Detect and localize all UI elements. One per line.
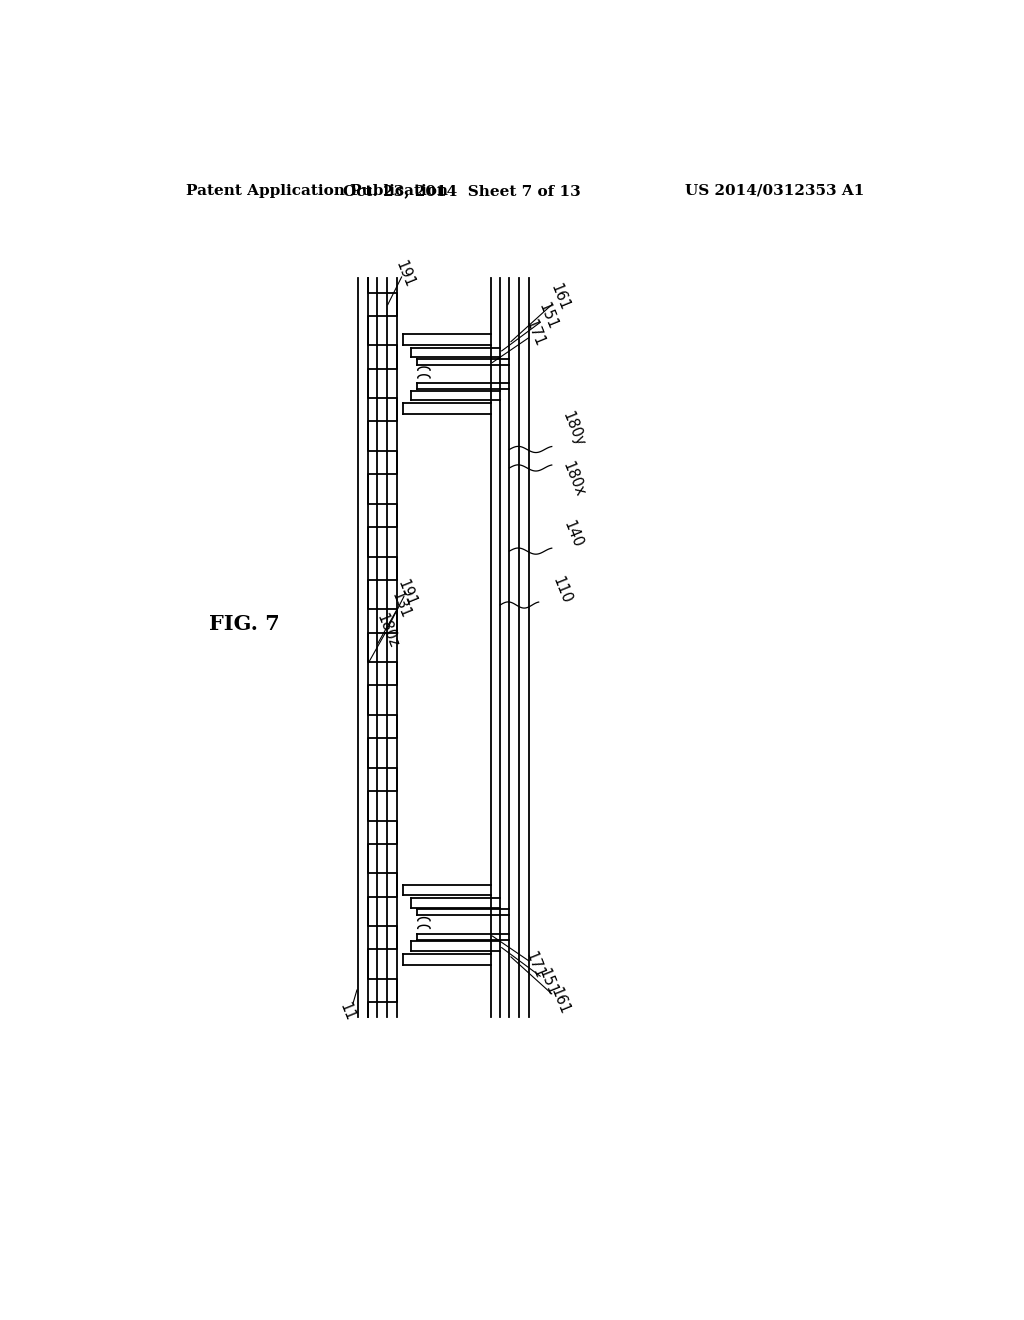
Text: US 2014/0312353 A1: US 2014/0312353 A1 xyxy=(685,183,864,198)
Text: 140: 140 xyxy=(561,519,586,550)
Text: 180x: 180x xyxy=(559,459,587,499)
Text: 191: 191 xyxy=(395,578,419,609)
Text: 180y: 180y xyxy=(559,411,587,449)
Text: 161: 161 xyxy=(547,986,571,1018)
Text: FIG. 7: FIG. 7 xyxy=(209,614,280,634)
Text: 11: 11 xyxy=(337,1001,357,1023)
Text: 171: 171 xyxy=(522,949,547,981)
Text: 191: 191 xyxy=(392,259,417,289)
Text: 180z: 180z xyxy=(374,611,401,649)
Text: 131: 131 xyxy=(389,590,413,620)
Text: 110: 110 xyxy=(550,574,573,606)
Text: Oct. 23, 2014  Sheet 7 of 13: Oct. 23, 2014 Sheet 7 of 13 xyxy=(343,183,581,198)
Text: Patent Application Publication: Patent Application Publication xyxy=(186,183,449,198)
Text: 161: 161 xyxy=(547,281,571,313)
Text: 171: 171 xyxy=(522,317,547,348)
Text: 151: 151 xyxy=(536,301,560,331)
Text: 151: 151 xyxy=(536,966,560,998)
